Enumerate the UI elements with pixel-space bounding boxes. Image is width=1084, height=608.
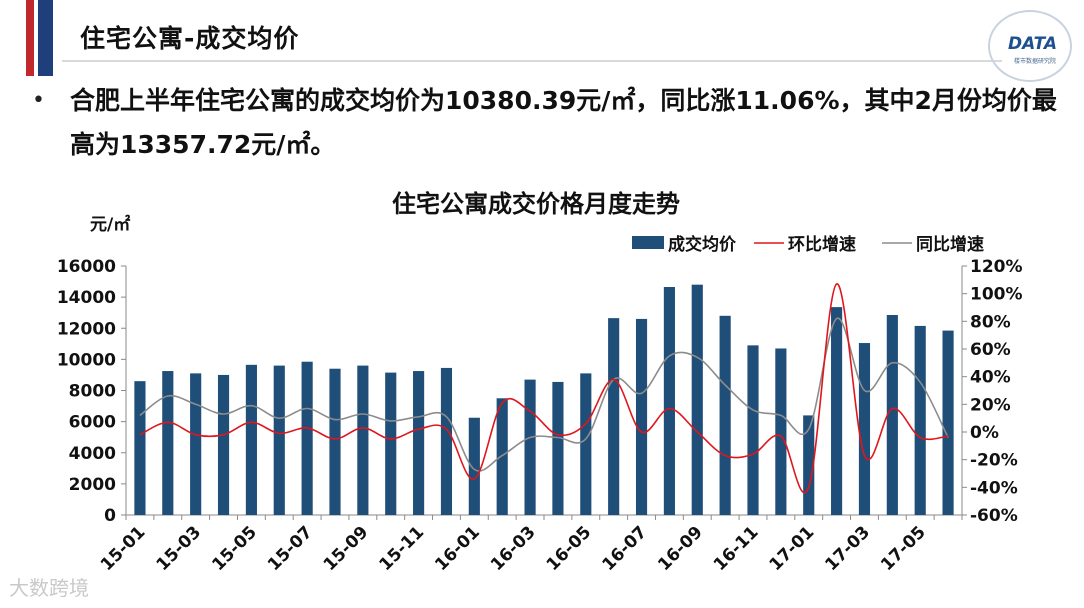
right-tick-label: 0%	[970, 423, 999, 443]
logo-subtitle: 楼市数据研究院	[1014, 58, 1057, 65]
header-stripe-white	[34, 0, 38, 76]
bar-17-06	[942, 330, 954, 515]
bar-15-08	[329, 368, 341, 515]
bar-15-06	[273, 365, 285, 515]
bar-15-02	[162, 371, 174, 515]
x-tick-label: 16-07	[598, 522, 651, 575]
bar-16-07	[635, 318, 648, 515]
right-tick-label: -60%	[970, 506, 1018, 526]
x-tick-label: 16-11	[710, 522, 763, 575]
x-tick-label: 15-09	[320, 522, 373, 575]
bar-15-04	[217, 374, 230, 515]
bar-16-01	[468, 417, 480, 515]
title-divider	[62, 60, 1002, 62]
left-tick-label: 4000	[69, 444, 116, 464]
bar-16-05	[580, 373, 592, 515]
bar-15-09	[357, 365, 369, 515]
right-axis-labels: -60% -40% -20% 0% 20% 40% 60% 80% 100% 120%	[970, 257, 1023, 526]
x-tick-label: 16-01	[431, 522, 484, 575]
chart-axes	[121, 265, 967, 520]
watermark: 大数跨境	[9, 576, 89, 600]
data-logo: DATA 楼市数据研究院	[988, 10, 1074, 84]
bar-16-04	[552, 381, 564, 515]
logo-text: DATA	[1008, 34, 1058, 54]
left-tick-label: 2000	[69, 475, 116, 495]
bar-15-07	[301, 361, 313, 515]
x-tick-label: 15-01	[97, 522, 150, 575]
bar-15-12	[440, 367, 453, 515]
x-tick-label: 15-11	[376, 522, 429, 575]
right-tick-label: 100%	[970, 285, 1023, 305]
x-tick-label: 15-03	[153, 522, 206, 575]
header-stripe-red	[26, 0, 34, 76]
chart-title: 住宅公寓成交价格月度走势	[392, 190, 680, 218]
x-tick-label: 15-07	[264, 522, 317, 575]
bar-16-03	[524, 379, 536, 515]
bar-16-10	[719, 315, 731, 515]
bar-16-12	[775, 348, 787, 515]
bullet-icon: •	[32, 88, 45, 113]
left-tick-label: 0	[104, 506, 116, 526]
right-tick-label: 80%	[970, 312, 1011, 332]
right-tick-label: 120%	[970, 257, 1023, 277]
x-tick-label: 16-09	[654, 522, 707, 575]
left-tick-label: 16000	[57, 257, 116, 277]
bar-15-01	[134, 381, 146, 515]
left-tick-label: 8000	[69, 382, 116, 402]
x-axis-labels: 15-01 15-03 15-05 15-07 15-09 15-11 16-01 16-03…	[97, 522, 930, 575]
right-tick-label: 40%	[970, 368, 1011, 388]
header-stripe-blue	[38, 0, 53, 76]
bar-15-05	[245, 364, 257, 515]
y-axis-unit: 元/㎡	[90, 214, 130, 235]
bar-15-03	[190, 373, 202, 515]
summary-paragraph: 合肥上半年住宅公寓的成交均价为10380.39元/㎡，同比涨11.06%，其中2…	[70, 86, 1057, 159]
right-tick-label: -40%	[970, 478, 1018, 498]
bar-17-04	[886, 315, 898, 515]
right-tick-label: -20%	[970, 451, 1018, 471]
right-tick-label: 20%	[970, 395, 1011, 415]
bar-16-09	[691, 284, 703, 515]
left-tick-label: 12000	[57, 319, 116, 339]
x-tick-label: 16-03	[487, 522, 540, 575]
x-tick-label: 16-05	[543, 522, 596, 575]
bar-series	[134, 284, 954, 515]
x-tick-label: 17-01	[766, 522, 819, 575]
bar-17-02	[831, 307, 843, 515]
x-tick-label: 17-05	[877, 522, 930, 575]
bar-15-10	[385, 372, 397, 515]
legend-label-price: 成交均价	[668, 234, 737, 255]
legend: 成交均价 环比增速 同比增速	[632, 234, 984, 255]
legend-label-yoy: 同比增速	[916, 234, 984, 255]
left-axis-labels: 0 2000 4000 6000 8000 10000 12000 14000 16000	[57, 257, 116, 526]
legend-label-mom: 环比增速	[788, 234, 856, 255]
bar-16-02	[496, 398, 508, 515]
right-tick-label: 60%	[970, 340, 1011, 360]
bar-17-05	[914, 325, 926, 515]
left-tick-label: 6000	[69, 413, 116, 433]
bar-16-11	[747, 345, 759, 515]
bar-16-08	[663, 287, 675, 515]
slide-title: 住宅公寓-成交均价	[80, 24, 300, 53]
x-tick-label: 17-03	[821, 522, 874, 575]
bar-16-06	[608, 318, 620, 515]
bar-15-11	[413, 371, 425, 515]
left-tick-label: 14000	[57, 288, 116, 308]
bar-17-03	[858, 343, 871, 515]
legend-bar-swatch	[632, 236, 664, 249]
mom-growth-line	[139, 283, 949, 494]
bar-17-01	[803, 415, 815, 515]
x-tick-label: 15-05	[208, 522, 261, 575]
line-series	[139, 283, 949, 494]
left-tick-label: 10000	[57, 350, 116, 370]
logo-ring	[988, 10, 1072, 82]
yoy-growth-line	[139, 317, 949, 472]
